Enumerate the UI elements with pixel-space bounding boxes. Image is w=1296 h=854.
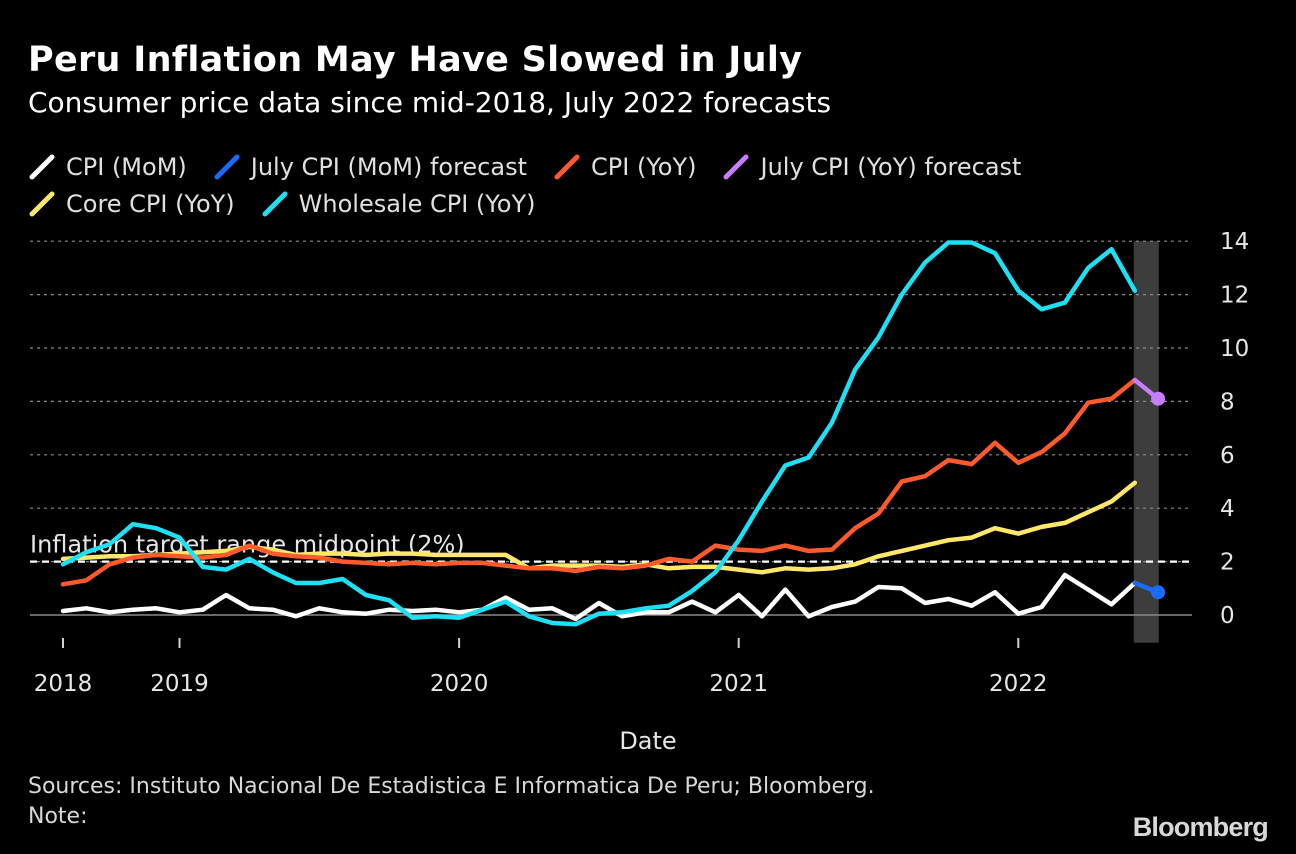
series-line-cpi-yoy	[60, 377, 1138, 587]
forecast-point	[1151, 585, 1166, 600]
legend-item-cpi-yoy: CPI (YoY)	[553, 153, 696, 181]
forecast-band-rect	[1133, 241, 1159, 643]
y-axis-ticks: 0 2 4 6 8 10 12 14	[1220, 229, 1249, 629]
x-tick-label: 2018	[34, 671, 93, 697]
legend-swatch-july-cpi-mom-forecast	[214, 154, 240, 179]
chart-subtitle: Consumer price data since mid-2018, July…	[28, 86, 832, 119]
legend-label: July CPI (YoY) forecast	[760, 152, 1022, 181]
legend-label: Core CPI (YoY)	[66, 189, 235, 218]
legend-label: CPI (MoM)	[66, 152, 187, 181]
legend-swatch-core-cpi-yoy	[29, 191, 55, 216]
y-tick-label: 14	[1220, 229, 1249, 255]
y-tick-label: 4	[1220, 496, 1235, 522]
y-tick-label: 0	[1220, 603, 1235, 629]
forecast-point	[1151, 391, 1166, 406]
y-tick-label: 2	[1220, 550, 1235, 576]
y-tick-label: 6	[1220, 443, 1235, 469]
y-tick-label: 12	[1220, 283, 1249, 309]
legend-swatch-cpi-mom	[29, 154, 55, 179]
chart-title: Peru Inflation May Have Slowed in July	[28, 40, 803, 80]
sources-text: Sources: Instituto Nacional De Estadisti…	[28, 774, 875, 799]
x-axis-ticks: 2018 2019 2020 2021 2022	[34, 638, 1048, 697]
legend-swatch-wholesale-cpi-yoy	[262, 191, 288, 216]
y-tick-label: 10	[1220, 336, 1249, 362]
x-axis-title: Date	[619, 727, 676, 755]
legend-item-cpi-mom: CPI (MoM)	[28, 153, 187, 181]
legend-row: CPI (MoM) July CPI (MoM) forecast CPI (Y…	[28, 148, 1258, 185]
legend-item-july-cpi-yoy-forecast: July CPI (YoY) forecast	[722, 153, 1021, 181]
chart-footer: Sources: Instituto Nacional De Estadisti…	[28, 772, 875, 832]
x-tick-label: 2020	[430, 671, 489, 697]
series-line-core-cpi-yoy	[60, 480, 1138, 575]
legend-label: Wholesale CPI (YoY)	[298, 189, 536, 218]
legend-row: Core CPI (YoY) Wholesale CPI (YoY)	[28, 185, 1258, 222]
legend-swatch-july-cpi-yoy-forecast	[723, 154, 749, 179]
bloomberg-logo: Bloomberg	[1132, 812, 1269, 842]
forecast-band	[1133, 241, 1159, 643]
y-tick-label: 8	[1220, 389, 1235, 415]
series-line-cpi-mom	[60, 572, 1138, 622]
chart-legend: CPI (MoM) July CPI (MoM) forecast CPI (Y…	[28, 148, 1258, 222]
legend-item-july-cpi-mom-forecast: July CPI (MoM) forecast	[213, 153, 527, 181]
legend-label: July CPI (MoM) forecast	[250, 152, 527, 181]
legend-item-wholesale-cpi-yoy: Wholesale CPI (YoY)	[261, 189, 536, 218]
legend-label: CPI (YoY)	[591, 152, 697, 181]
series-lines	[60, 240, 1166, 627]
x-tick-label: 2021	[709, 671, 768, 697]
note-text: Note:	[28, 804, 88, 829]
series-line-wholesale-cpi-yoy	[60, 240, 1138, 627]
x-tick-label: 2022	[989, 671, 1048, 697]
x-tick-label: 2019	[150, 671, 209, 697]
legend-item-core-cpi-yoy: Core CPI (YoY)	[28, 190, 235, 218]
legend-swatch-cpi-yoy	[554, 154, 580, 179]
